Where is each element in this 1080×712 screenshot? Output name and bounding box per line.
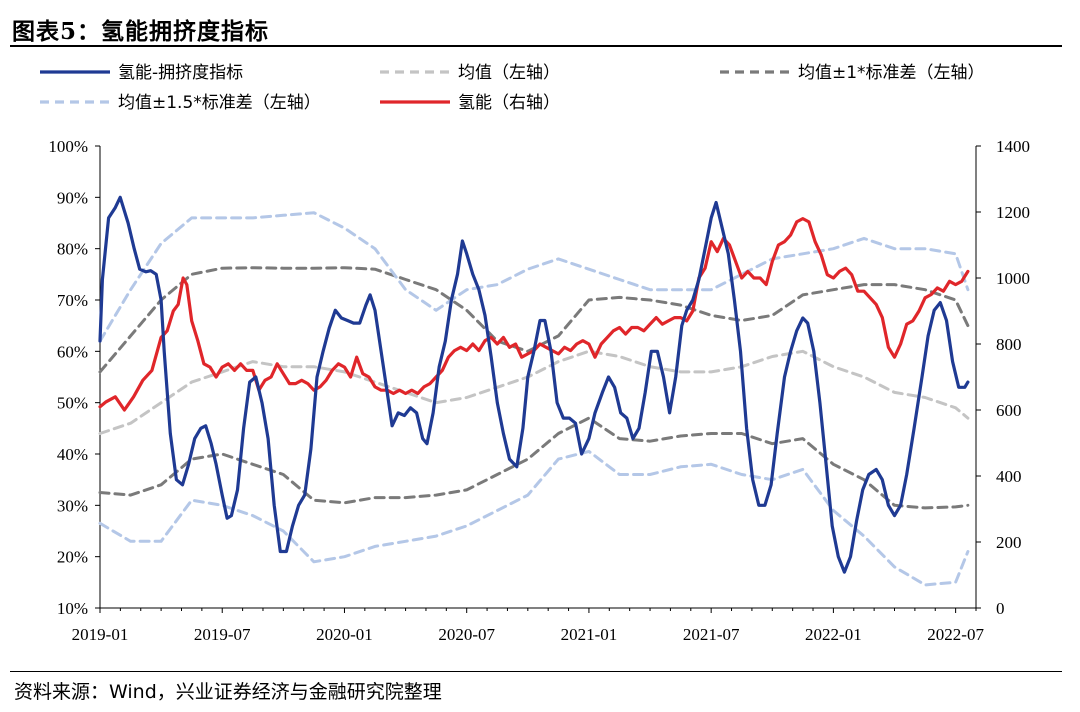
legend-label: 氢能-拥挤度指标 — [118, 63, 243, 83]
y-left-tick-label: 90% — [57, 188, 88, 207]
series-line-1 — [98, 349, 970, 435]
y-right-tick-label: 1400 — [996, 137, 1030, 156]
series-line-4 — [98, 211, 970, 343]
y-left-tick-label: 70% — [57, 291, 88, 310]
source-note: 资料来源：Wind，兴业证券经济与金融研究院整理 — [14, 681, 442, 703]
legend-label: 氢能（右轴） — [458, 93, 560, 113]
source-rule — [10, 671, 1062, 672]
x-tick-label: 2020-01 — [316, 625, 373, 644]
y-left-tick-label: 100% — [48, 137, 88, 156]
y-left-tick-label: 80% — [57, 240, 88, 259]
legend-label: 均值±1.5*标准差（左轴） — [118, 93, 321, 113]
x-tick-label: 2022-07 — [927, 625, 984, 644]
y-right-tick-label: 400 — [996, 467, 1022, 486]
y-right-tick-label: 1000 — [996, 269, 1030, 288]
x-tick-label: 2021-07 — [683, 625, 740, 644]
legend-label: 均值±1*标准差（左轴） — [798, 63, 985, 83]
title-rule — [10, 45, 1062, 47]
y-left-tick-label: 30% — [57, 496, 88, 515]
x-tick-label: 2019-07 — [194, 625, 251, 644]
chart-title: 图表5：氢能拥挤度指标 — [12, 18, 270, 45]
series-group — [98, 195, 970, 587]
chart: 氢能-拥挤度指标 均值（左轴） 均值±1*标准差（左轴） 均值±1.5*标准差（左轴）… — [40, 63, 1030, 644]
y-left-tick-label: 50% — [57, 394, 88, 413]
y-left-tick-label: 40% — [57, 445, 88, 464]
y-right-tick-label: 1200 — [996, 203, 1030, 222]
y-left-tick-label: 60% — [57, 342, 88, 361]
y-right-tick-label: 200 — [996, 533, 1022, 552]
x-tick-label: 2020-07 — [438, 625, 495, 644]
axes: 10% 20% 30% 40% 50% 60% 70% 80% 90% 100% 0 200 400 60… — [48, 137, 1030, 644]
series-line-2 — [98, 266, 970, 374]
legend-label: 均值（左轴） — [458, 63, 560, 83]
y-right-tick-label: 800 — [996, 335, 1022, 354]
series-line-3 — [98, 416, 970, 510]
y-right-tick-label: 600 — [996, 401, 1022, 420]
x-tick-label: 2019-01 — [72, 625, 129, 644]
legend: 氢能-拥挤度指标 均值（左轴） 均值±1*标准差（左轴） 均值±1.5*标准差（左轴）… — [40, 63, 985, 113]
series-line-5 — [98, 449, 970, 587]
y-right-tick-label: 0 — [996, 599, 1005, 618]
y-left-tick-label: 10% — [57, 599, 88, 618]
x-tick-label: 2022-01 — [805, 625, 862, 644]
y-left-tick-label: 20% — [57, 548, 88, 567]
x-tick-label: 2021-01 — [561, 625, 618, 644]
series-line-0 — [98, 195, 970, 574]
